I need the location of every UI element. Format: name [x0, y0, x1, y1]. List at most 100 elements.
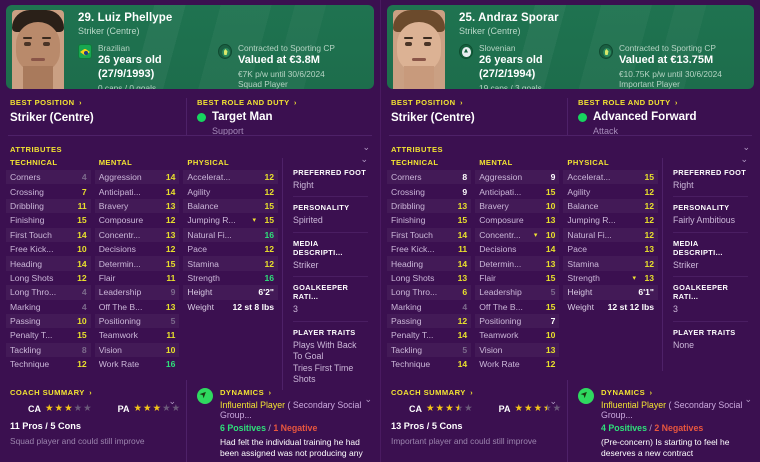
attribute-row[interactable]: Agility 12	[563, 184, 658, 198]
attribute-row[interactable]: Agility 12	[183, 184, 278, 198]
attribute-row[interactable]: Decisions 12	[95, 242, 180, 256]
attribute-row[interactable]: Determin... 13	[475, 256, 560, 271]
attribute-row[interactable]: Vision 13	[475, 342, 560, 358]
player-portrait[interactable]	[387, 5, 451, 89]
best-role-header[interactable]: BEST ROLE AND DUTY ›	[578, 98, 750, 107]
attribute-row[interactable]: Anticipati... 15	[475, 184, 559, 198]
attribute-row[interactable]: Free Kick... 10	[6, 242, 91, 256]
attribute-row[interactable]: Composure 13	[475, 213, 559, 227]
attribute-row[interactable]: First Touch 14	[6, 227, 91, 242]
chevron-down-icon[interactable]: ⌄	[744, 394, 752, 404]
attribute-row[interactable]: Long Thro... 6	[387, 285, 472, 300]
attribute-row[interactable]: Decisions 14	[475, 242, 559, 256]
chevron-down-icon[interactable]: ⌄	[549, 396, 557, 406]
attribute-row[interactable]: Flair 15	[475, 271, 559, 285]
attribute-row[interactable]: Passing 12	[387, 313, 472, 329]
best-position-block[interactable]: BEST POSITION › Striker (Centre)	[381, 98, 567, 136]
attribute-row[interactable]: Concentr... ▾ 10	[475, 227, 560, 242]
best-role-header[interactable]: BEST ROLE AND DUTY ›	[197, 98, 370, 107]
attribute-row[interactable]: Weight 12 st 8 lbs	[183, 300, 278, 314]
attribute-row[interactable]: Aggression 14	[94, 170, 180, 185]
attribute-row[interactable]: Height 6'1"	[563, 285, 658, 300]
attribute-row[interactable]: Determin... 15	[94, 256, 180, 271]
attribute-row[interactable]: Technique 12	[6, 357, 91, 371]
chevron-down-icon[interactable]: ⌄	[168, 396, 176, 406]
attribute-row[interactable]: Stamina 12	[183, 256, 278, 271]
attribute-row[interactable]: Stamina 12	[563, 256, 658, 271]
player-name[interactable]: 25. Andraz Sporar	[459, 12, 559, 24]
attribute-row[interactable]: Pace 12	[183, 242, 278, 256]
attribute-row[interactable]: Natural Fi... 12	[563, 227, 658, 242]
chevron-down-icon[interactable]: ⌄	[364, 394, 372, 404]
best-position-header[interactable]: BEST POSITION ›	[10, 98, 176, 107]
attribute-row[interactable]: Bravery 10	[475, 198, 560, 214]
attribute-row[interactable]: Corners 4	[6, 170, 91, 185]
chevron-down-icon[interactable]: ⌄	[362, 142, 370, 152]
player-header-card[interactable]: 29. Luiz Phellype Striker (Centre) Brazi…	[6, 5, 374, 89]
attribute-row[interactable]: Aggression 9	[475, 170, 560, 185]
attribute-row[interactable]: Dribbling 11	[6, 198, 91, 214]
attribute-row[interactable]: Long Shots 13	[387, 271, 471, 285]
attribute-row[interactable]: Tackling 8	[6, 342, 91, 358]
dynamics-label-row[interactable]: DYNAMICS ›	[220, 388, 372, 397]
attribute-row[interactable]: Crossing 7	[6, 184, 91, 198]
attribute-row[interactable]: Positioning 7	[475, 313, 560, 329]
attribute-row[interactable]: Anticipati... 14	[95, 184, 180, 198]
attribute-row[interactable]: Work Rate 12	[475, 357, 559, 371]
attribute-row[interactable]: Concentr... 13	[94, 227, 180, 242]
attribute-row[interactable]: Accelerat... 12	[183, 170, 278, 185]
dynamics-block[interactable]: ⌄ DYNAMICS › Influential Player ( Second…	[567, 380, 760, 462]
attribute-row[interactable]: Finishing 15	[387, 213, 471, 227]
attribute-row[interactable]: Composure 12	[95, 213, 180, 227]
attribute-row[interactable]: Long Thro... 4	[6, 285, 91, 300]
attribute-row[interactable]: Work Rate 16	[95, 357, 180, 371]
attribute-row[interactable]: Strength 16	[183, 271, 278, 285]
chevron-down-icon[interactable]: ⌄	[360, 154, 368, 164]
attribute-row[interactable]: Marking 4	[6, 300, 91, 314]
attribute-row[interactable]: Teamwork 11	[95, 328, 180, 342]
attribute-row[interactable]: Vision 10	[94, 342, 180, 358]
attribute-row[interactable]: Heading 14	[6, 256, 91, 271]
chevron-down-icon[interactable]: ⌄	[740, 154, 748, 164]
attribute-row[interactable]: Tackling 5	[387, 342, 472, 358]
attribute-row[interactable]: Bravery 13	[94, 198, 180, 214]
attribute-row[interactable]: Flair 11	[95, 271, 180, 285]
attribute-row[interactable]: Leadership 9	[94, 285, 180, 300]
attribute-row[interactable]: Teamwork 10	[475, 328, 559, 342]
player-name[interactable]: 29. Luiz Phellype	[78, 12, 173, 24]
attribute-row[interactable]: Passing 10	[6, 313, 91, 329]
attribute-row[interactable]: Balance 15	[183, 198, 278, 214]
attribute-row[interactable]: Free Kick... 11	[387, 242, 471, 256]
attribute-row[interactable]: Crossing 9	[387, 184, 471, 198]
coach-summary-header[interactable]: COACH SUMMARY ›	[10, 388, 178, 397]
attribute-row[interactable]: Long Shots 12	[6, 271, 91, 285]
coach-summary-block[interactable]: COACH SUMMARY › ⌄ CA ★★★★★ PA ★★★★★ 13 P…	[381, 380, 567, 462]
attribute-row[interactable]: Dribbling 13	[387, 198, 472, 214]
attribute-row[interactable]: Marking 4	[387, 300, 471, 314]
dynamics-block[interactable]: ⌄ DYNAMICS › Influential Player ( Second…	[186, 380, 380, 462]
attribute-row[interactable]: Accelerat... 15	[563, 170, 658, 185]
attribute-row[interactable]: Corners 8	[387, 170, 472, 185]
best-position-block[interactable]: BEST POSITION › Striker (Centre)	[0, 98, 186, 136]
attribute-row[interactable]: Penalty T... 14	[387, 328, 471, 342]
best-position-header[interactable]: BEST POSITION ›	[391, 98, 557, 107]
attribute-row[interactable]: Weight 12 st 12 lbs	[563, 300, 658, 314]
attribute-row[interactable]: Heading 14	[387, 256, 472, 271]
dynamics-label-row[interactable]: DYNAMICS ›	[601, 388, 752, 397]
coach-summary-header[interactable]: COACH SUMMARY ›	[391, 388, 559, 397]
attribute-row[interactable]: Strength ▾ 13	[563, 271, 658, 285]
attribute-row[interactable]: Natural Fi... 16	[183, 227, 278, 242]
attribute-row[interactable]: Off The B... 13	[95, 300, 180, 314]
attribute-row[interactable]: Off The B... 15	[475, 300, 559, 314]
attribute-row[interactable]: First Touch 14	[387, 227, 472, 242]
best-role-block[interactable]: BEST ROLE AND DUTY › Advanced Forward At…	[567, 98, 760, 136]
attribute-row[interactable]: Pace 13	[563, 242, 658, 256]
attribute-row[interactable]: Height 6'2"	[183, 285, 278, 300]
best-role-block[interactable]: BEST ROLE AND DUTY › Target Man Support	[186, 98, 380, 136]
coach-summary-block[interactable]: COACH SUMMARY › ⌄ CA ★ ★ ★ ★ ★ PA ★ ★ ★ ★ ★ 11 P…	[0, 380, 186, 462]
player-header-card[interactable]: 25. Andraz Sporar Striker (Centre) Slove…	[387, 5, 754, 89]
attribute-row[interactable]: Balance 12	[563, 198, 658, 214]
attribute-row[interactable]: Finishing 15	[6, 213, 91, 227]
attribute-row[interactable]: Leadership 5	[475, 285, 560, 300]
player-portrait[interactable]	[6, 5, 70, 89]
